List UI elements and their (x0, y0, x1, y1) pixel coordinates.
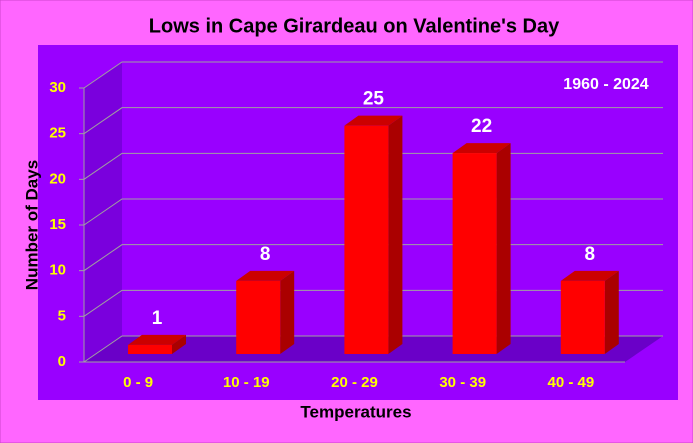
grid-line (83, 61, 663, 89)
y-tick-label: 10 (49, 262, 66, 279)
x-tick-label: 10 - 19 (223, 374, 270, 391)
value-label: 22 (471, 116, 492, 137)
value-label: 25 (363, 89, 385, 110)
bar-side (604, 270, 619, 354)
y-axis-label: Number of Days (22, 160, 41, 290)
bar-side (172, 334, 186, 354)
bar (452, 153, 497, 354)
bar-top (452, 143, 511, 154)
x-tick-label: 30 - 39 (439, 374, 486, 391)
bar-side (496, 143, 511, 354)
grid-line (83, 107, 663, 135)
y-tick-label: 20 (49, 170, 66, 187)
value-label: 8 (585, 244, 596, 265)
bar-top (236, 270, 295, 281)
bar (128, 344, 172, 354)
y-tick-label: 30 (49, 79, 66, 96)
bar-side (280, 270, 295, 354)
bar (560, 280, 605, 354)
x-tick-label: 40 - 49 (548, 374, 595, 391)
y-tick-label: 0 (58, 353, 66, 370)
bar (344, 125, 389, 355)
bar-side (388, 115, 403, 355)
y-tick-label: 25 (49, 125, 66, 142)
y-tick-label: 15 (49, 216, 66, 233)
bar-top (560, 270, 619, 281)
y-tick-label: 5 (58, 307, 66, 324)
bar-top (344, 115, 403, 126)
bar-top (128, 334, 186, 345)
x-tick-label: 20 - 29 (331, 374, 378, 391)
chart-title: Lows in Cape Girardeau on Valentine's Da… (149, 15, 560, 37)
x-tick-label: 0 - 9 (123, 374, 153, 391)
value-label: 8 (260, 244, 271, 265)
x-axis-label: Temperatures (300, 402, 411, 421)
annotation: 1960 - 2024 (563, 76, 649, 93)
bar (236, 280, 281, 354)
value-label: 1 (152, 308, 163, 329)
